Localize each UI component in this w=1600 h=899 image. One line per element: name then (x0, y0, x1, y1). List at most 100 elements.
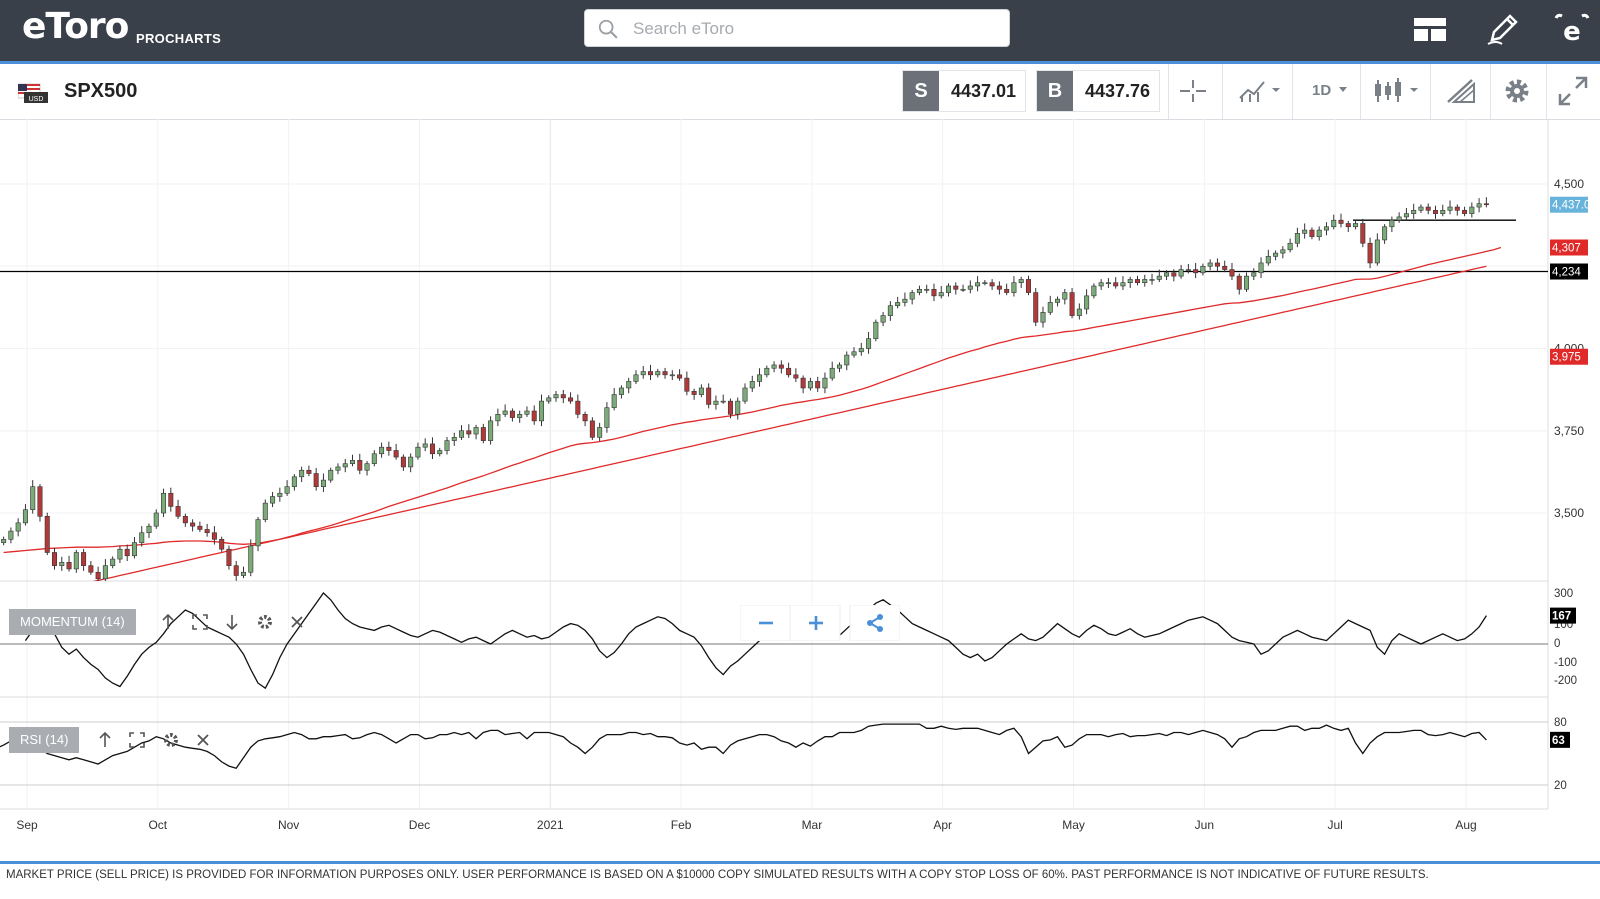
candle-body (626, 381, 632, 389)
candle (117, 545, 123, 564)
move-up-icon[interactable] (95, 730, 115, 750)
candle (1302, 223, 1308, 239)
candle (197, 521, 203, 533)
candle (1418, 204, 1424, 213)
rsi-indicator-label[interactable]: RSI (14) (9, 727, 80, 753)
candle (233, 561, 239, 581)
zoom-controls (740, 605, 900, 641)
pencil-icon[interactable] (1482, 10, 1522, 48)
price-chart[interactable]: Sep Oct Nov Dec 2021 Feb Mar Apr May Jun Jul Aug 4,5… (0, 119, 1600, 861)
candle-body (1454, 206, 1460, 211)
candle (219, 536, 225, 552)
candle-body (1149, 279, 1155, 281)
maximize-icon[interactable] (127, 730, 147, 750)
maximize-icon[interactable] (190, 612, 210, 632)
timeframe-select[interactable]: 1D (1300, 70, 1354, 112)
close-icon[interactable] (287, 612, 307, 632)
candle (335, 463, 341, 475)
search-input[interactable] (631, 10, 995, 48)
momentum-value-badge: 167 (1552, 611, 1571, 623)
candle (415, 442, 421, 460)
candle (66, 555, 72, 572)
price-level-badge: 4,234 (1552, 267, 1581, 279)
candle-body (1134, 279, 1140, 284)
candle (786, 362, 792, 378)
indicator-settings-icon[interactable] (161, 730, 181, 750)
candle-body (836, 364, 842, 369)
momentum-value-bg (1550, 607, 1576, 624)
candle (524, 406, 530, 417)
close-icon[interactable] (193, 730, 213, 750)
candle (1345, 220, 1351, 233)
candle (1105, 278, 1111, 288)
candle-body (52, 552, 58, 566)
buy-price-box[interactable]: B 4437.76 (1036, 70, 1160, 112)
candle-body (1476, 203, 1482, 208)
timeframe-label: 1D (1312, 82, 1332, 99)
x-tick-label: Aug (1455, 818, 1476, 832)
settings-icon[interactable] (1496, 70, 1538, 112)
candle (1462, 206, 1468, 217)
candle-body (226, 548, 232, 566)
candle (262, 499, 268, 523)
candle (429, 437, 435, 460)
fullscreen-icon[interactable] (1552, 70, 1594, 112)
sell-price-box[interactable]: S 4437.01 (902, 70, 1026, 112)
drawing-tools-icon[interactable] (1440, 70, 1482, 112)
candle (597, 422, 603, 442)
candle-body (1062, 292, 1068, 300)
move-down-icon[interactable] (222, 612, 242, 632)
candle (146, 523, 152, 539)
zoom-controls-frame (740, 605, 900, 641)
candle-body (989, 282, 995, 287)
candle (1309, 227, 1315, 240)
candle-body (764, 367, 770, 376)
procharts-label: PROCHARTS (136, 31, 222, 46)
candle (822, 372, 828, 394)
candle-body (393, 450, 399, 458)
chart-type-icon[interactable] (1368, 70, 1424, 112)
etoro-profile-icon[interactable]: e (1552, 10, 1592, 48)
candle (59, 556, 65, 571)
x-tick-label: Feb (671, 818, 692, 832)
etoro-logo[interactable]: eToro (22, 6, 129, 47)
candle-body (1004, 288, 1010, 293)
search-box[interactable] (584, 9, 1010, 48)
candle-body (1047, 302, 1053, 313)
share-icon[interactable] (863, 611, 887, 635)
move-up-icon[interactable] (158, 612, 178, 632)
crosshair-icon[interactable] (1172, 70, 1214, 112)
candle (1207, 259, 1213, 271)
candle (764, 365, 770, 378)
candle (1185, 263, 1191, 274)
candle (386, 441, 392, 456)
candle (444, 437, 450, 455)
candle (1222, 260, 1228, 273)
candle-body (502, 410, 508, 415)
candle (480, 423, 486, 444)
candle-body (1418, 206, 1424, 211)
indicator-settings-icon[interactable] (255, 612, 275, 632)
x-tick-label: Oct (148, 818, 167, 832)
candle-body (895, 302, 901, 307)
momentum-indicator-label[interactable]: MOMENTUM (14) (9, 609, 136, 635)
candle-body (37, 486, 43, 517)
candle-body (175, 506, 181, 517)
candle-body (1207, 262, 1213, 267)
chart-area[interactable]: Sep Oct Nov Dec 2021 Feb Mar Apr May Jun Jul Aug 4,5… (0, 119, 1600, 861)
indicators-icon[interactable] (1232, 70, 1288, 112)
plus-icon[interactable] (804, 611, 828, 635)
candle-body (350, 460, 356, 464)
candle-body (262, 502, 268, 520)
x-tick-label: Jul (1328, 818, 1343, 832)
rsi-value-badge: 63 (1552, 735, 1565, 747)
candle (757, 368, 763, 387)
candle-body (698, 387, 704, 395)
layout-icon[interactable] (1410, 10, 1450, 48)
candle-body (1193, 269, 1199, 274)
candle-body (1302, 229, 1308, 234)
minus-icon[interactable] (754, 611, 778, 635)
candle-body (829, 367, 835, 379)
candle-body (1331, 219, 1337, 228)
price-level-badge-bg (1550, 348, 1588, 365)
